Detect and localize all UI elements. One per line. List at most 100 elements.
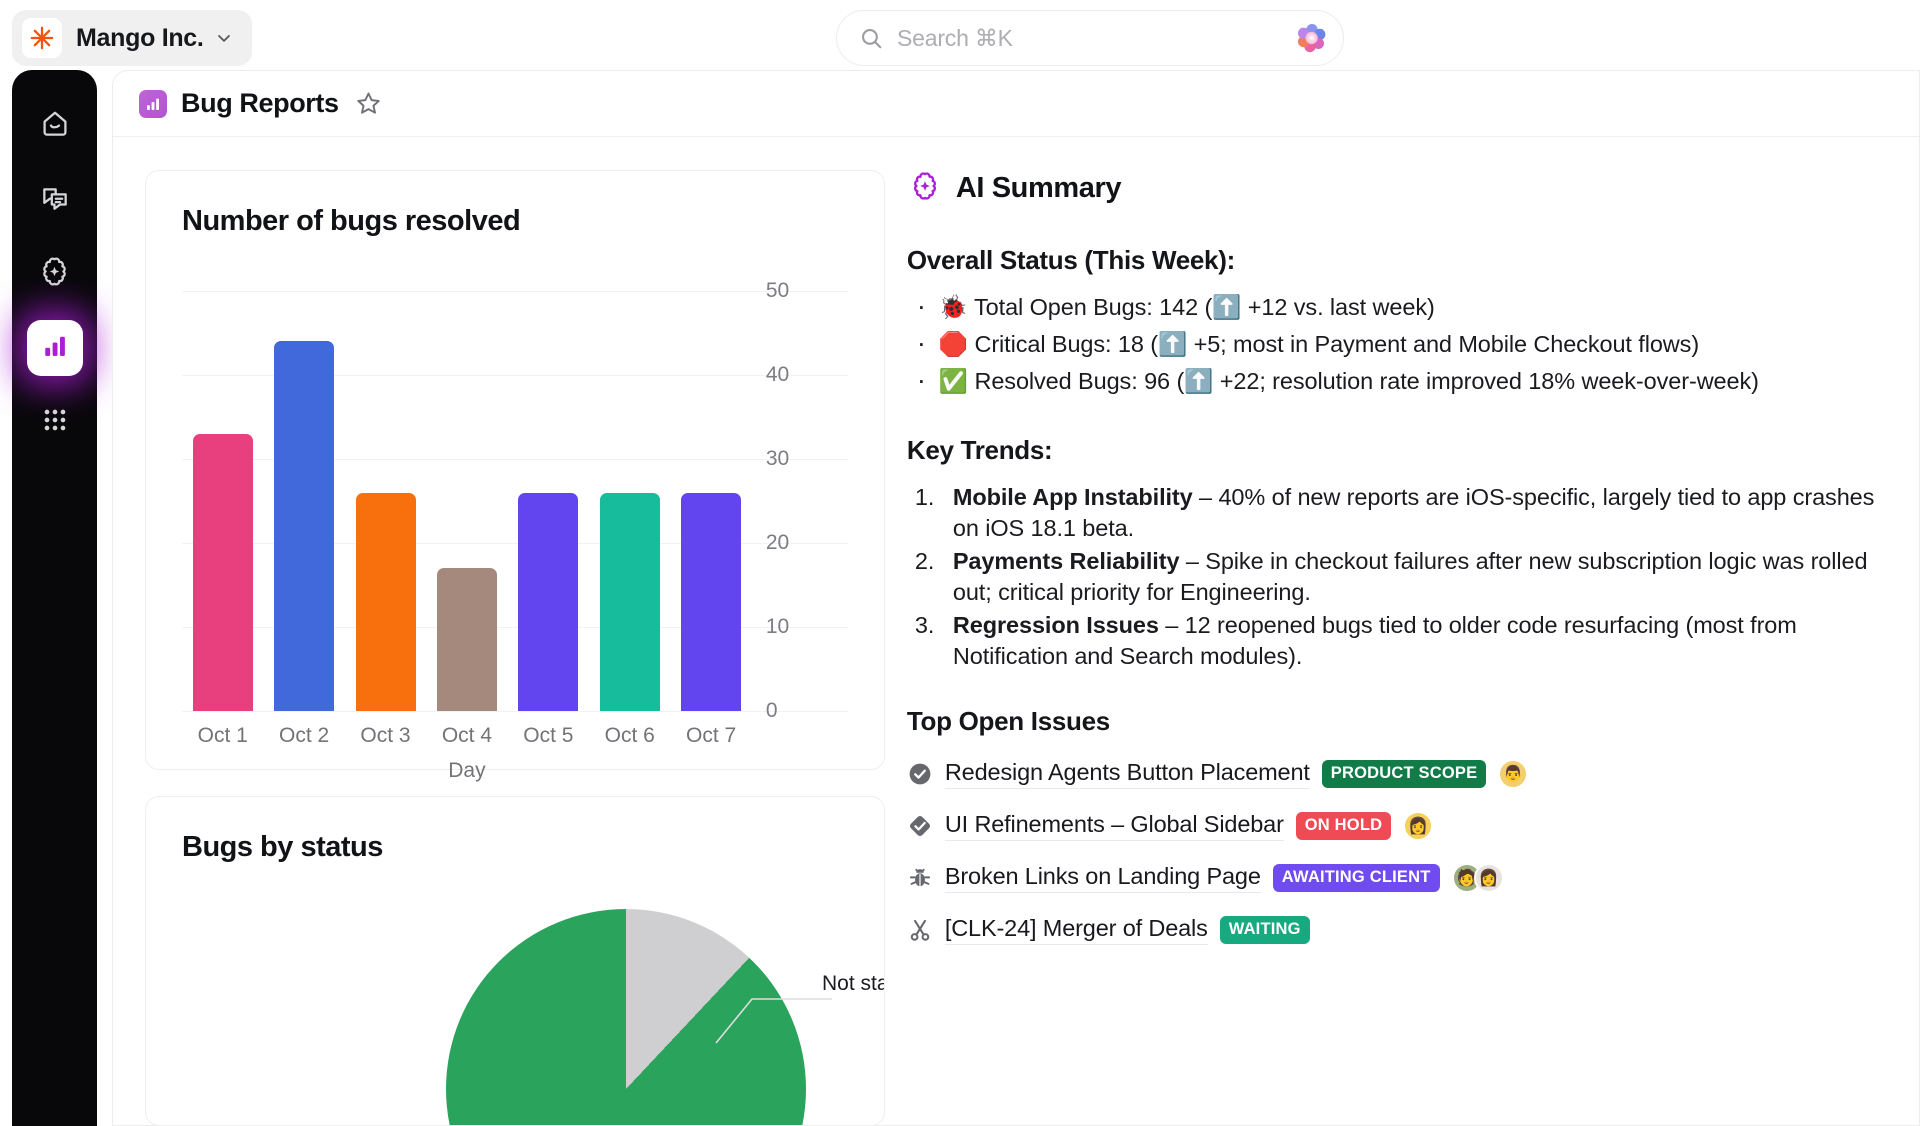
- y-tick-label: 20: [765, 531, 790, 554]
- trend-text: – 12 reopened bugs tied to older code re…: [952, 612, 1797, 670]
- y-tick-label: 30: [765, 447, 790, 470]
- star-outline-icon[interactable]: [355, 90, 382, 117]
- bar[interactable]: [436, 568, 497, 711]
- x-tick-label: Oct 3: [360, 724, 411, 747]
- bar-slot: [182, 291, 263, 711]
- gridline: [182, 627, 848, 628]
- list-item: Payments Reliability – Spike in checkout…: [907, 546, 1897, 608]
- bar[interactable]: [518, 492, 579, 711]
- y-tick-label: 50: [765, 279, 790, 302]
- x-tick-label: Oct 2: [279, 724, 330, 747]
- status-badge[interactable]: PRODUCT SCOPE: [1321, 760, 1487, 789]
- y-tick-label: 10: [765, 615, 790, 638]
- ai-sparkle-flower-icon: [909, 170, 941, 207]
- ai-summary-header: AI Summary: [907, 170, 1897, 207]
- avatar[interactable]: 👩: [1473, 863, 1504, 894]
- asterisk-icon: [22, 18, 62, 58]
- page-title: Bug Reports: [181, 88, 339, 118]
- ai-sparkle-flower-icon: [38, 255, 71, 293]
- charts-column: Number of bugs resolved 50 40 30 20: [113, 137, 885, 1126]
- bar-slot: [589, 291, 670, 711]
- workspace-name: Mango Inc.: [76, 23, 204, 52]
- x-tick-label: Oct 5: [523, 724, 574, 747]
- rail-item-home[interactable]: [27, 98, 83, 154]
- gridline: [182, 543, 848, 544]
- chat-docs-icon: [39, 182, 71, 219]
- issue-title[interactable]: UI Refinements – Global Sidebar: [944, 811, 1284, 842]
- search-input[interactable]: Search ⌘K: [897, 24, 1013, 51]
- issue-row[interactable]: UI Refinements – Global Sidebar ON HOLD …: [907, 811, 1897, 842]
- pie-chart-card: Bugs by status Not started 12%: [145, 796, 885, 1126]
- bar[interactable]: [681, 492, 742, 711]
- bar[interactable]: [192, 433, 253, 711]
- circle-check-icon: [907, 761, 933, 787]
- key-trends-heading: Key Trends:: [906, 435, 1053, 466]
- trend-text: – Spike in checkout failures after new s…: [952, 548, 1868, 606]
- trend-title: Payments Reliability: [952, 548, 1180, 575]
- issue-title[interactable]: Broken Links on Landing Page: [944, 863, 1261, 894]
- page-body: Number of bugs resolved 50 40 30 20: [113, 137, 1919, 1126]
- bar-slot: [345, 291, 426, 711]
- workspace-switcher[interactable]: Mango Inc.: [12, 10, 252, 66]
- status-badge[interactable]: WAITING: [1219, 916, 1310, 945]
- trend-title: Mobile App Instability: [952, 484, 1193, 511]
- bar-slot: [670, 291, 751, 711]
- bar-slot: [426, 291, 507, 711]
- pie-leader-line: [715, 998, 832, 1044]
- bar-chart-card: Number of bugs resolved 50 40 30 20: [145, 170, 885, 782]
- rail-item-reports[interactable]: [26, 320, 83, 376]
- bar-chart-icon: [139, 89, 167, 118]
- diamond-check-icon: [907, 813, 933, 839]
- y-tick-label: 0: [765, 699, 778, 722]
- assignee-avatars: 👨: [1498, 759, 1529, 790]
- x-axis-title: Day: [448, 759, 486, 782]
- bar[interactable]: [274, 341, 335, 711]
- search-bar[interactable]: Search ⌘K: [836, 10, 1344, 66]
- list-item: Mobile App Instability – 40% of new repo…: [907, 482, 1897, 544]
- rail-item-chat-docs[interactable]: [27, 172, 83, 228]
- gridline: [182, 711, 848, 712]
- avatar[interactable]: 👨: [1498, 759, 1529, 790]
- bar-chart-area: 50 40 30 20 10 0: [182, 279, 866, 782]
- bar[interactable]: [355, 492, 416, 711]
- trend-title: Regression Issues: [952, 612, 1159, 639]
- trend-text: – 40% of new reports are iOS-specific, l…: [952, 484, 1875, 542]
- pie-chart[interactable]: [446, 909, 806, 1125]
- list-item: 🐞 Total Open Bugs: 142 (⬆️ +12 vs. last …: [907, 289, 1897, 325]
- search-icon: [859, 26, 884, 51]
- issue-title[interactable]: [CLK-24] Merger of Deals: [944, 915, 1208, 946]
- bar-chart-icon: [40, 331, 70, 366]
- ai-summary-title: AI Summary: [955, 172, 1122, 204]
- page-surface: Bug Reports Number of bugs resolved: [112, 70, 1920, 1126]
- list-item: Regression Issues – 12 reopened bugs tie…: [907, 610, 1897, 672]
- issue-row[interactable]: Redesign Agents Button Placement PRODUCT…: [907, 759, 1897, 790]
- chevron-down-icon[interactable]: [214, 28, 234, 48]
- status-badge[interactable]: AWAITING CLIENT: [1272, 864, 1440, 893]
- bug-icon: [907, 865, 933, 891]
- bar[interactable]: [599, 492, 660, 711]
- x-tick-label: Oct 1: [197, 724, 248, 747]
- apps-grid-icon: [39, 404, 71, 441]
- x-axis-labels: Oct 1 Oct 2 Oct 3 Oct 4 Oct 5 Oct 6 Oct …: [182, 711, 752, 748]
- avatar[interactable]: 👩: [1403, 811, 1434, 842]
- gridline: [182, 375, 848, 376]
- gridline: [182, 291, 848, 292]
- top-open-issues-heading: Top Open Issues: [906, 706, 1110, 737]
- pie-slice-name: Not started: [822, 972, 884, 995]
- rail-item-apps[interactable]: [27, 394, 83, 450]
- status-badge[interactable]: ON HOLD: [1295, 812, 1392, 841]
- assignee-avatars: 👩: [1403, 811, 1434, 842]
- issue-row[interactable]: Broken Links on Landing Page AWAITING CL…: [907, 863, 1897, 894]
- issue-title[interactable]: Redesign Agents Button Placement: [944, 759, 1310, 790]
- issue-row[interactable]: [CLK-24] Merger of Deals WAITING: [907, 915, 1897, 946]
- home-icon: [39, 108, 71, 145]
- left-rail: [12, 70, 97, 1126]
- bar-chart-title: Number of bugs resolved: [182, 205, 521, 237]
- overall-status-list: 🐞 Total Open Bugs: 142 (⬆️ +12 vs. last …: [907, 289, 1897, 399]
- x-tick-label: Oct 4: [441, 724, 493, 747]
- overall-status-heading: Overall Status (This Week):: [906, 245, 1235, 275]
- x-tick-label: Oct 7: [686, 724, 737, 747]
- ai-sparkle-flower-icon[interactable]: [1293, 19, 1331, 57]
- rail-item-ai[interactable]: [27, 246, 83, 302]
